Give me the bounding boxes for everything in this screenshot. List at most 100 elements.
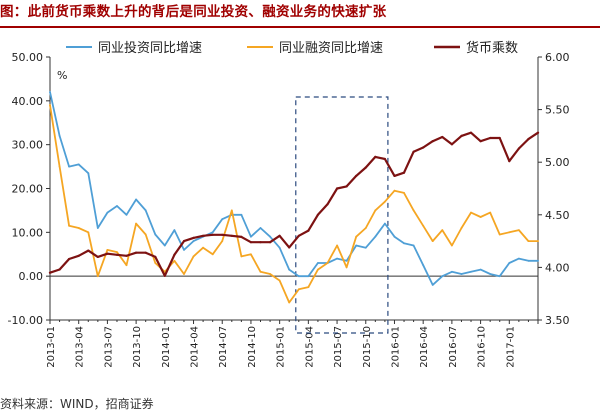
x-tick-label: 2016-10	[477, 326, 488, 368]
series-1-point	[49, 91, 51, 93]
series-2-point	[403, 192, 405, 194]
series-3-point	[422, 146, 425, 149]
series-1-point	[374, 235, 377, 238]
series-2-point	[154, 262, 157, 264]
legend-label-3: 货币乘数	[466, 40, 518, 56]
series-2-point	[537, 240, 539, 243]
series-3-point	[355, 174, 358, 177]
series-3-point	[87, 249, 90, 252]
title-rule	[0, 26, 600, 28]
x-tick-label: 2014-10	[247, 326, 258, 368]
series-2-point	[297, 288, 300, 291]
series-3-point	[106, 252, 109, 255]
x-tick-label: 2014-04	[190, 326, 201, 368]
series-1-point	[96, 227, 99, 229]
x-tick-label: 2015-10	[362, 326, 373, 368]
axes: -10.00 0.00 10.00 20.00 30.00 40.00 50.00% 3.50…	[8, 51, 570, 368]
series-3-point	[479, 140, 482, 143]
series-1-point	[393, 235, 396, 238]
series-2-point	[202, 246, 205, 249]
x-tick-label: 2015-01	[276, 326, 287, 368]
series-2-point	[364, 227, 367, 229]
legend-label-1: 同业投资同比增速	[98, 40, 202, 56]
x-tick-label: 2013-04	[75, 326, 86, 368]
right-tick-label: 5.50	[545, 104, 570, 117]
series-2-point	[58, 165, 61, 168]
x-tick-label: 2017-01	[505, 326, 516, 368]
series-1-point	[355, 244, 358, 247]
legend-label-2: 同业融资同比增速	[279, 41, 383, 56]
series-1-point	[106, 211, 109, 214]
series-1-point	[173, 229, 176, 232]
series-line-3	[48, 131, 540, 277]
series-2-point	[240, 255, 243, 258]
series-3-point	[68, 257, 71, 261]
highlight-box	[295, 96, 389, 334]
line-chart: -10.00 0.00 10.00 20.00 30.00 40.00 50.00% 3.50…	[8, 40, 570, 368]
left-tick-label: 40.00	[12, 95, 44, 108]
series-2-point	[183, 273, 185, 275]
series-3-point	[125, 254, 128, 257]
series-2-point	[508, 231, 511, 234]
series-3-point	[383, 157, 386, 161]
series-2-point	[374, 209, 377, 212]
series-2-point	[230, 209, 233, 212]
series-1-point	[470, 270, 472, 273]
series-1-point	[183, 249, 185, 251]
series-1-point	[144, 209, 147, 212]
series-1-point	[384, 222, 386, 225]
right-tick-label: 3.50	[545, 314, 570, 327]
series-2-point	[87, 231, 90, 234]
series-2-point	[384, 200, 386, 203]
series-3-point	[307, 229, 310, 232]
series-2-point	[49, 104, 51, 107]
series-3-point	[460, 134, 463, 137]
series-3-point	[469, 131, 473, 134]
right-tick-label: 4.00	[545, 261, 570, 274]
series-1-point	[87, 172, 90, 175]
series-1-point	[135, 198, 138, 201]
right-tick-label: 5.00	[545, 156, 570, 169]
series-2-point	[441, 229, 444, 232]
series-2-point	[259, 270, 262, 273]
series-1-point	[451, 270, 453, 273]
series-2-point	[422, 224, 425, 227]
series-3-point	[402, 171, 406, 174]
series-2-point	[116, 251, 118, 254]
series-3-point	[536, 131, 540, 134]
series-3-point	[297, 234, 300, 237]
series-3-point	[326, 203, 329, 206]
series-3-point	[316, 213, 319, 216]
series-3-point	[364, 166, 367, 169]
series-1-point	[116, 205, 118, 207]
left-tick-label: 10.00	[12, 226, 44, 239]
series-1-point	[307, 275, 310, 278]
right-tick-label: 6.00	[545, 51, 570, 64]
left-tick-label: -10.00	[8, 314, 43, 327]
series-2-point	[431, 240, 434, 243]
series-3-point	[135, 251, 138, 254]
series-1-point	[431, 284, 434, 286]
series-1-point	[269, 235, 271, 238]
series-2-point	[451, 244, 453, 247]
series-2-point	[326, 262, 329, 264]
series-3-point	[336, 187, 339, 190]
series-1-point	[403, 242, 405, 245]
x-tick-label: 2015-04	[304, 326, 315, 368]
left-tick-label: 0.00	[19, 270, 44, 283]
x-tick-label: 2013-10	[132, 326, 143, 368]
series-2-point	[527, 240, 530, 243]
series-1-point	[192, 240, 195, 243]
series-3-point	[527, 138, 530, 141]
series-line-2	[49, 104, 539, 304]
series-3-point	[288, 246, 291, 249]
series-1-point	[518, 257, 520, 260]
series-3-point	[77, 254, 80, 257]
series-2-point	[106, 249, 109, 251]
x-tick-label: 2015-07	[333, 326, 344, 368]
series-2-point	[345, 266, 348, 269]
series-3-point	[412, 150, 415, 153]
series-3-point	[450, 143, 453, 146]
series-2-point	[479, 216, 482, 218]
series-3-point	[230, 234, 233, 237]
